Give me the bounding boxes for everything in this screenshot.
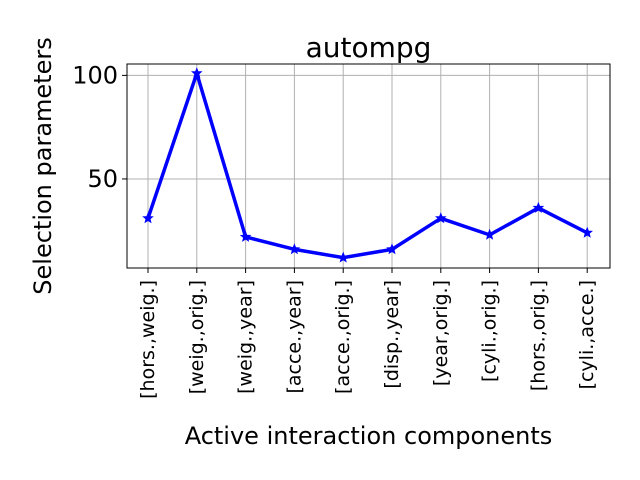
x-tick-label: [acce.,orig.] (332, 280, 354, 394)
tick-layer: [hors.,weig.] [weig.,orig.] [weig.,year] [a… (72, 61, 598, 398)
data-point (386, 243, 398, 255)
data-point (337, 251, 349, 263)
y-tick-label: 100 (72, 61, 118, 89)
data-point (532, 201, 545, 213)
chart-title: autompg (306, 31, 432, 64)
x-tick-label: [hors.,orig.] (527, 280, 549, 391)
x-tick-label: [year,orig.] (430, 280, 452, 386)
data-point (239, 230, 252, 242)
data-point (288, 243, 301, 255)
plot-frame (126, 63, 611, 269)
data-point (142, 212, 154, 224)
y-axis-label: Selection parameters (29, 37, 57, 294)
x-tick-label: [weig.,orig.] (186, 280, 208, 394)
x-tick-label: [cyli.,acce.] (576, 280, 598, 389)
grid-layer (127, 64, 610, 268)
x-tick-label: [cyli.,orig.] (479, 280, 501, 382)
series-line (146, 71, 589, 260)
data-point (483, 228, 496, 240)
data-point (191, 67, 203, 79)
x-tick-label: [weig.,year] (235, 280, 257, 394)
y-tick-label: 50 (87, 165, 118, 193)
x-tick-label: [disp.,year] (381, 280, 403, 389)
data-point (581, 226, 593, 238)
x-axis-label: Active interaction components (185, 422, 553, 450)
x-tick-label: [hors.,weig.] (137, 280, 159, 399)
x-tick-label: [acce.,year] (283, 280, 305, 394)
line-layer (142, 67, 593, 263)
data-point (435, 212, 447, 224)
